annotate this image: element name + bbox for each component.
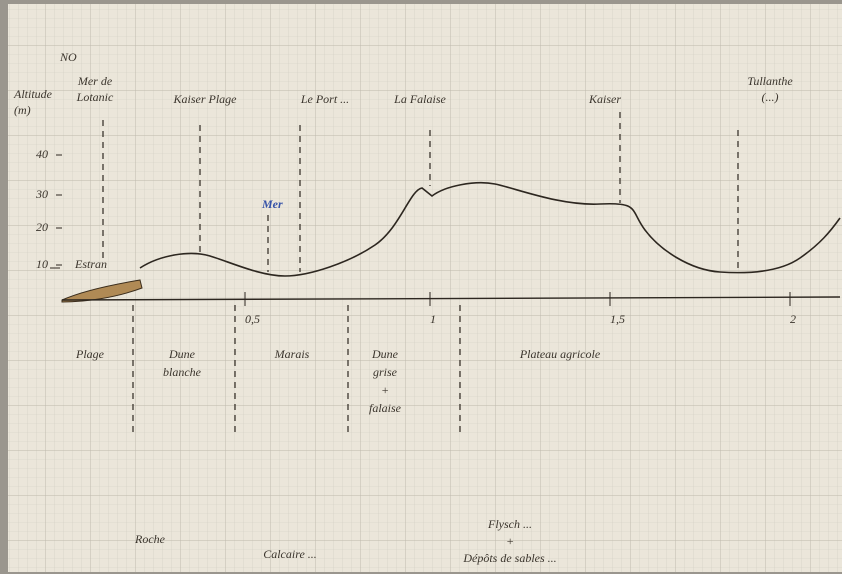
sea-label: Mer — [261, 197, 283, 211]
x-tick-label: 1,5 — [610, 312, 625, 326]
zone-label: falaise — [369, 401, 402, 415]
zone-label: Dune — [371, 347, 399, 361]
note-label: + — [506, 534, 514, 548]
zone-label: grise — [373, 365, 398, 379]
zone-label: Plage — [75, 347, 105, 361]
note-label: Roche — [134, 532, 166, 546]
place-label: Kaiser — [588, 92, 621, 106]
y-tick-label: 10 — [36, 257, 48, 271]
grid-paper — [8, 4, 842, 572]
zone-label: blanche — [163, 365, 202, 379]
x-axis — [61, 296, 841, 301]
place-label: Mer de — [77, 74, 113, 88]
zone-label: Plateau agricole — [519, 347, 601, 361]
place-label: (...) — [762, 90, 779, 104]
place-label: Tullanthe — [747, 74, 793, 88]
north-label: NO — [59, 50, 77, 64]
y-tick-label: 30 — [35, 187, 48, 201]
profile — [139, 181, 841, 277]
zone-label: Dune — [168, 347, 196, 361]
drawing: NO Altitude (m) Mer de Lotanic Kaiser Plage Le… — [13, 50, 841, 565]
x-tick-label: 0,5 — [245, 312, 260, 326]
note-label: Calcaire ... — [263, 547, 317, 561]
place-label: Le Port ... — [300, 92, 349, 106]
x-tick-label: 1 — [430, 312, 436, 326]
zone-label: Marais — [274, 347, 310, 361]
x-tick-label: 2 — [790, 312, 796, 326]
zone-label: + — [381, 383, 389, 397]
y-axis-label: Altitude — [13, 87, 53, 101]
y-axis-label: (m) — [14, 103, 31, 117]
place-label: Lotanic — [76, 90, 114, 104]
y-tick-label: 20 — [36, 220, 48, 234]
y-tick-label: 40 — [36, 147, 48, 161]
place-label: Kaiser Plage — [173, 92, 238, 106]
beach — [61, 279, 143, 303]
note-label: Dépôts de sables ... — [462, 551, 556, 565]
place-label: La Falaise — [393, 92, 446, 106]
beach-label: Estran — [74, 257, 107, 271]
note-label: Flysch ... — [487, 517, 532, 531]
